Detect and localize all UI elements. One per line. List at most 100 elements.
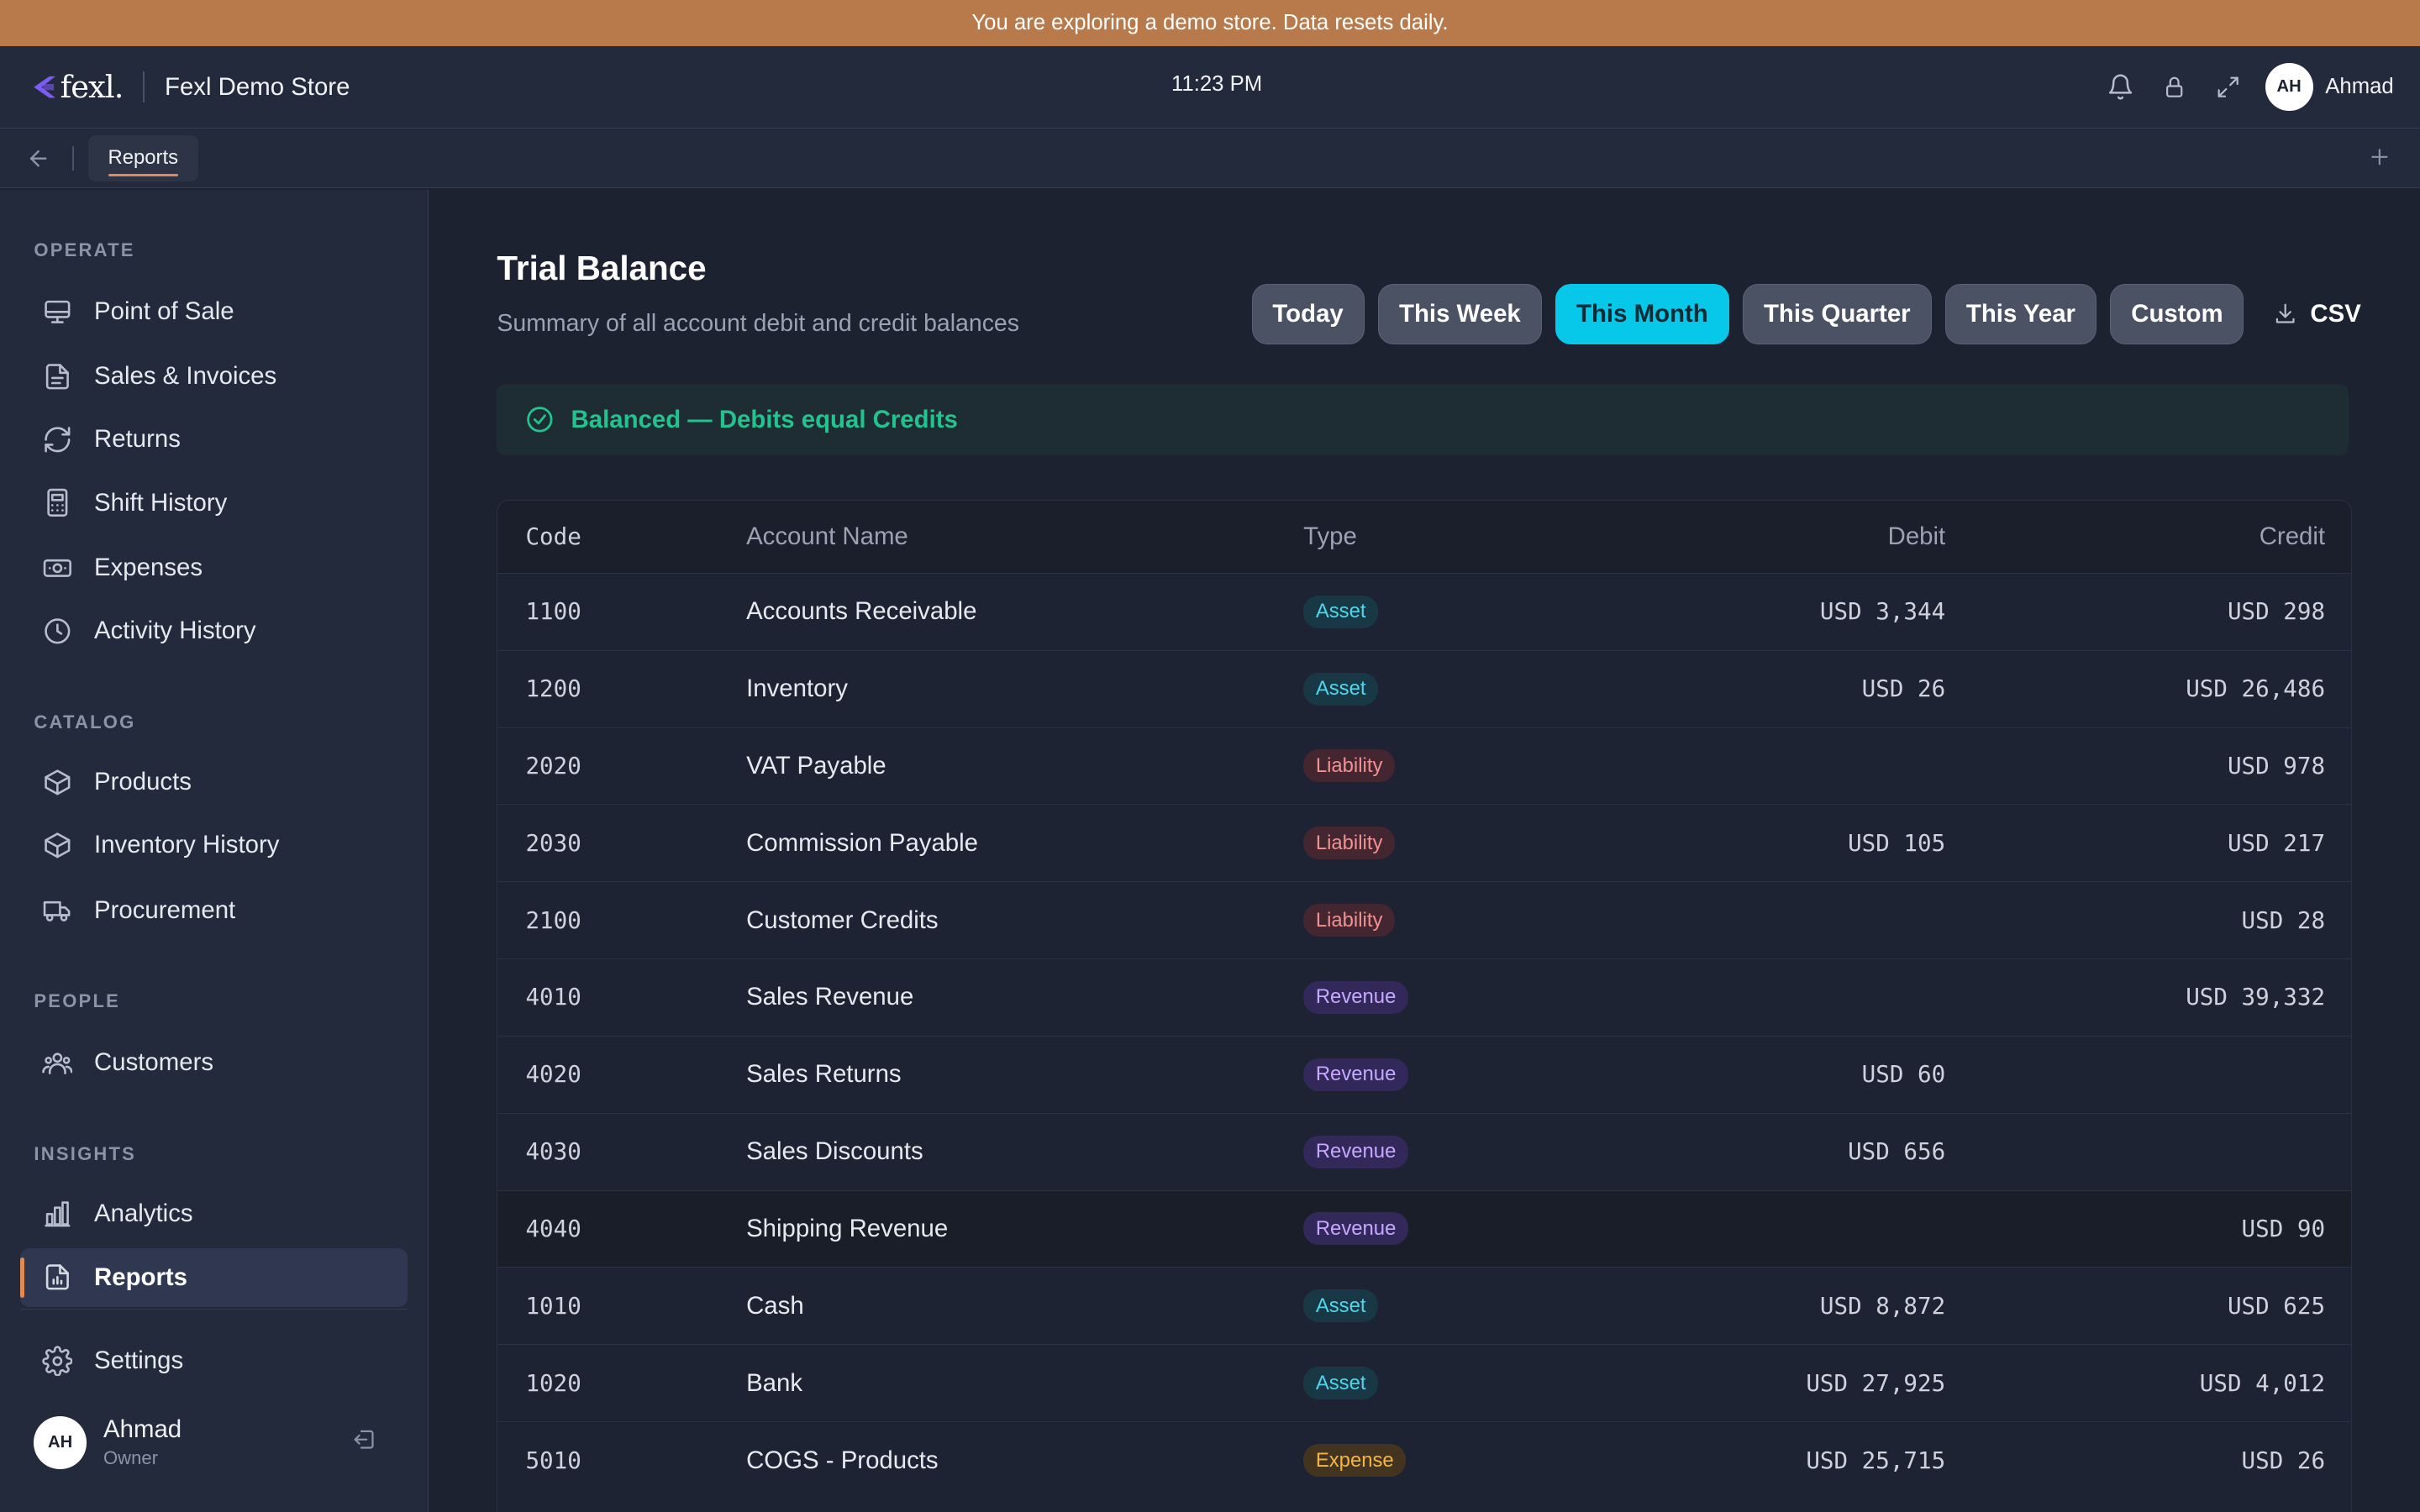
column-header-debit[interactable]: Debit — [1887, 522, 1946, 550]
lock-icon[interactable] — [2159, 71, 2190, 102]
cell-account-name: Sales Returns — [746, 1060, 902, 1089]
cell-type: Liability — [1303, 882, 1612, 959]
cell-code: 4040 — [525, 1215, 581, 1242]
sidebar-item-analytics[interactable]: Analytics — [20, 1185, 408, 1244]
truck-icon — [40, 893, 74, 927]
cell-credit: USD 4,012 — [2199, 1369, 2326, 1397]
cell-debit — [1612, 959, 1945, 1037]
table-row[interactable]: 1200 Inventory Asset USD 26 USD 26,486 — [497, 650, 2352, 727]
sidebar: OPERATE Point of Sale Sales & Invoices R… — [0, 189, 429, 1512]
sidebar-item-label: Customers — [94, 1048, 214, 1077]
sidebar-item-expenses[interactable]: Expenses — [20, 538, 408, 597]
cell-account-name: VAT Payable — [746, 751, 886, 780]
cell-credit: USD 39,332 — [2186, 984, 2326, 1011]
column-header-code[interactable]: Code — [525, 522, 581, 550]
bar-chart-icon — [40, 1197, 74, 1231]
table-row[interactable]: 1010 Cash Asset USD 8,872 USD 625 — [497, 1267, 2352, 1345]
cell-type: Revenue — [1303, 959, 1612, 1037]
cell-account-name: Shipping Revenue — [746, 1214, 949, 1242]
table-row[interactable]: 1100 Accounts Receivable Asset USD 3,344 USD… — [497, 573, 2352, 650]
sidebar-section-catalog: CATALOG — [34, 711, 136, 732]
filter-custom-button[interactable]: Custom — [2110, 283, 2244, 344]
cell-account-name: Customer Credits — [746, 906, 939, 934]
sidebar-section-operate: OPERATE — [34, 239, 135, 260]
cell-credit: USD 26,486 — [2186, 675, 2326, 703]
cell-credit: USD 298 — [2227, 598, 2326, 626]
sidebar-item-customers[interactable]: Customers — [20, 1034, 408, 1093]
sidebar-item-label: Point of Sale — [94, 297, 234, 325]
column-header-account-name[interactable]: Account Name — [746, 522, 908, 550]
clock: 11:23 PM — [1171, 72, 1263, 97]
filter-this-quarter-button[interactable]: This Quarter — [1743, 283, 1932, 344]
demo-banner: You are exploring a demo store. Data res… — [0, 0, 2420, 47]
sidebar-divider — [19, 1308, 408, 1310]
sidebar-item-sales-invoices[interactable]: Sales & Invoices — [20, 347, 408, 406]
header-divider — [143, 71, 145, 103]
table-row[interactable]: 5010 COGS - Products Expense USD 25,715 USD … — [497, 1421, 2352, 1499]
cell-debit: USD 656 — [1848, 1138, 1946, 1166]
column-header-credit[interactable]: Credit — [2259, 522, 2326, 550]
column-header-type[interactable]: Type — [1303, 522, 1357, 550]
header-user-menu[interactable]: AH Ahmad — [2265, 63, 2394, 112]
cell-credit: USD 26 — [2241, 1446, 2326, 1474]
cell-account-name: Sales Revenue — [746, 983, 914, 1011]
back-arrow-icon[interactable] — [26, 146, 50, 171]
cell-type: Asset — [1303, 1345, 1612, 1422]
table-body: 1100 Accounts Receivable Asset USD 3,344 USD… — [497, 573, 2352, 1499]
sidebar-item-procurement[interactable]: Procurement — [20, 881, 408, 940]
cell-account-name: Bank — [746, 1368, 803, 1397]
bell-icon[interactable] — [2105, 71, 2136, 102]
filter-today-button[interactable]: Today — [1251, 283, 1365, 344]
sidebar-item-products[interactable]: Products — [20, 753, 408, 811]
filter-this-week-button[interactable]: This Week — [1378, 283, 1542, 344]
cell-code: 2020 — [525, 752, 581, 780]
table-row[interactable]: 4030 Sales Discounts Revenue USD 656 — [497, 1113, 2352, 1190]
sidebar-item-settings[interactable]: Settings — [20, 1331, 408, 1390]
sidebar-item-point-of-sale[interactable]: Point of Sale — [20, 282, 408, 341]
logo[interactable]: fexl. — [28, 69, 124, 106]
banknote-icon — [40, 551, 74, 585]
fullscreen-icon[interactable] — [2212, 71, 2244, 102]
cell-debit — [1612, 882, 1945, 959]
sidebar-item-label: Shift History — [94, 488, 228, 517]
csv-export-button[interactable]: CSV — [2273, 300, 2361, 328]
filter-this-year-button[interactable]: This Year — [1945, 283, 2096, 344]
cell-code: 4030 — [525, 1138, 581, 1166]
tab-reports[interactable]: Reports — [87, 134, 198, 181]
sidebar-item-shift-history[interactable]: Shift History — [20, 474, 408, 533]
cell-code: 1100 — [525, 598, 581, 626]
cell-code: 1010 — [525, 1292, 581, 1320]
table-row[interactable]: 4020 Sales Returns Revenue USD 60 — [497, 1036, 2352, 1113]
cell-code: 1020 — [525, 1369, 581, 1397]
cell-credit: USD 217 — [2227, 829, 2326, 857]
cell-debit — [1612, 1190, 1945, 1268]
main-content: Trial Balance Summary of all account deb… — [429, 190, 2420, 1512]
table-row[interactable]: 4040 Shipping Revenue Revenue USD 90 — [497, 1190, 2352, 1268]
cell-account-name: Cash — [746, 1291, 804, 1320]
cell-code: 4010 — [525, 984, 581, 1011]
type-badge: Liability — [1303, 904, 1396, 937]
sidebar-item-reports[interactable]: Reports — [19, 1247, 408, 1307]
sidebar-section-insights: INSIGHTS — [34, 1142, 137, 1164]
cell-debit: USD 27,925 — [1806, 1369, 1946, 1397]
table-row[interactable]: 2100 Customer Credits Liability USD 28 — [497, 881, 2352, 959]
type-badge: Revenue — [1303, 1135, 1409, 1168]
cell-code: 2100 — [525, 906, 581, 934]
sidebar-item-inventory-history[interactable]: Inventory History — [20, 816, 408, 875]
logo-text: fexl. — [60, 69, 124, 106]
table-row[interactable]: 1020 Bank Asset USD 27,925 USD 4,012 — [497, 1344, 2352, 1422]
logout-icon[interactable] — [352, 1427, 380, 1455]
table-header-row: Code Account Name Type Debit Credit — [497, 501, 2352, 574]
sidebar-item-activity-history[interactable]: Activity History — [20, 601, 408, 660]
table-row[interactable]: 4010 Sales Revenue Revenue USD 39,332 — [497, 958, 2352, 1037]
table-row[interactable]: 2030 Commission Payable Liability USD 105 US… — [497, 804, 2352, 882]
calculator-icon — [40, 486, 74, 520]
table-row[interactable]: 2020 VAT Payable Liability USD 978 — [497, 727, 2352, 805]
filter-this-month-button[interactable]: This Month — [1555, 283, 1729, 344]
plus-icon[interactable] — [2369, 146, 2391, 168]
type-badge: Revenue — [1303, 1058, 1409, 1091]
tab-active-indicator — [108, 173, 179, 177]
sidebar-item-returns[interactable]: Returns — [20, 411, 408, 470]
cell-type: Revenue — [1303, 1036, 1612, 1113]
sidebar-item-label: Inventory History — [94, 831, 280, 859]
